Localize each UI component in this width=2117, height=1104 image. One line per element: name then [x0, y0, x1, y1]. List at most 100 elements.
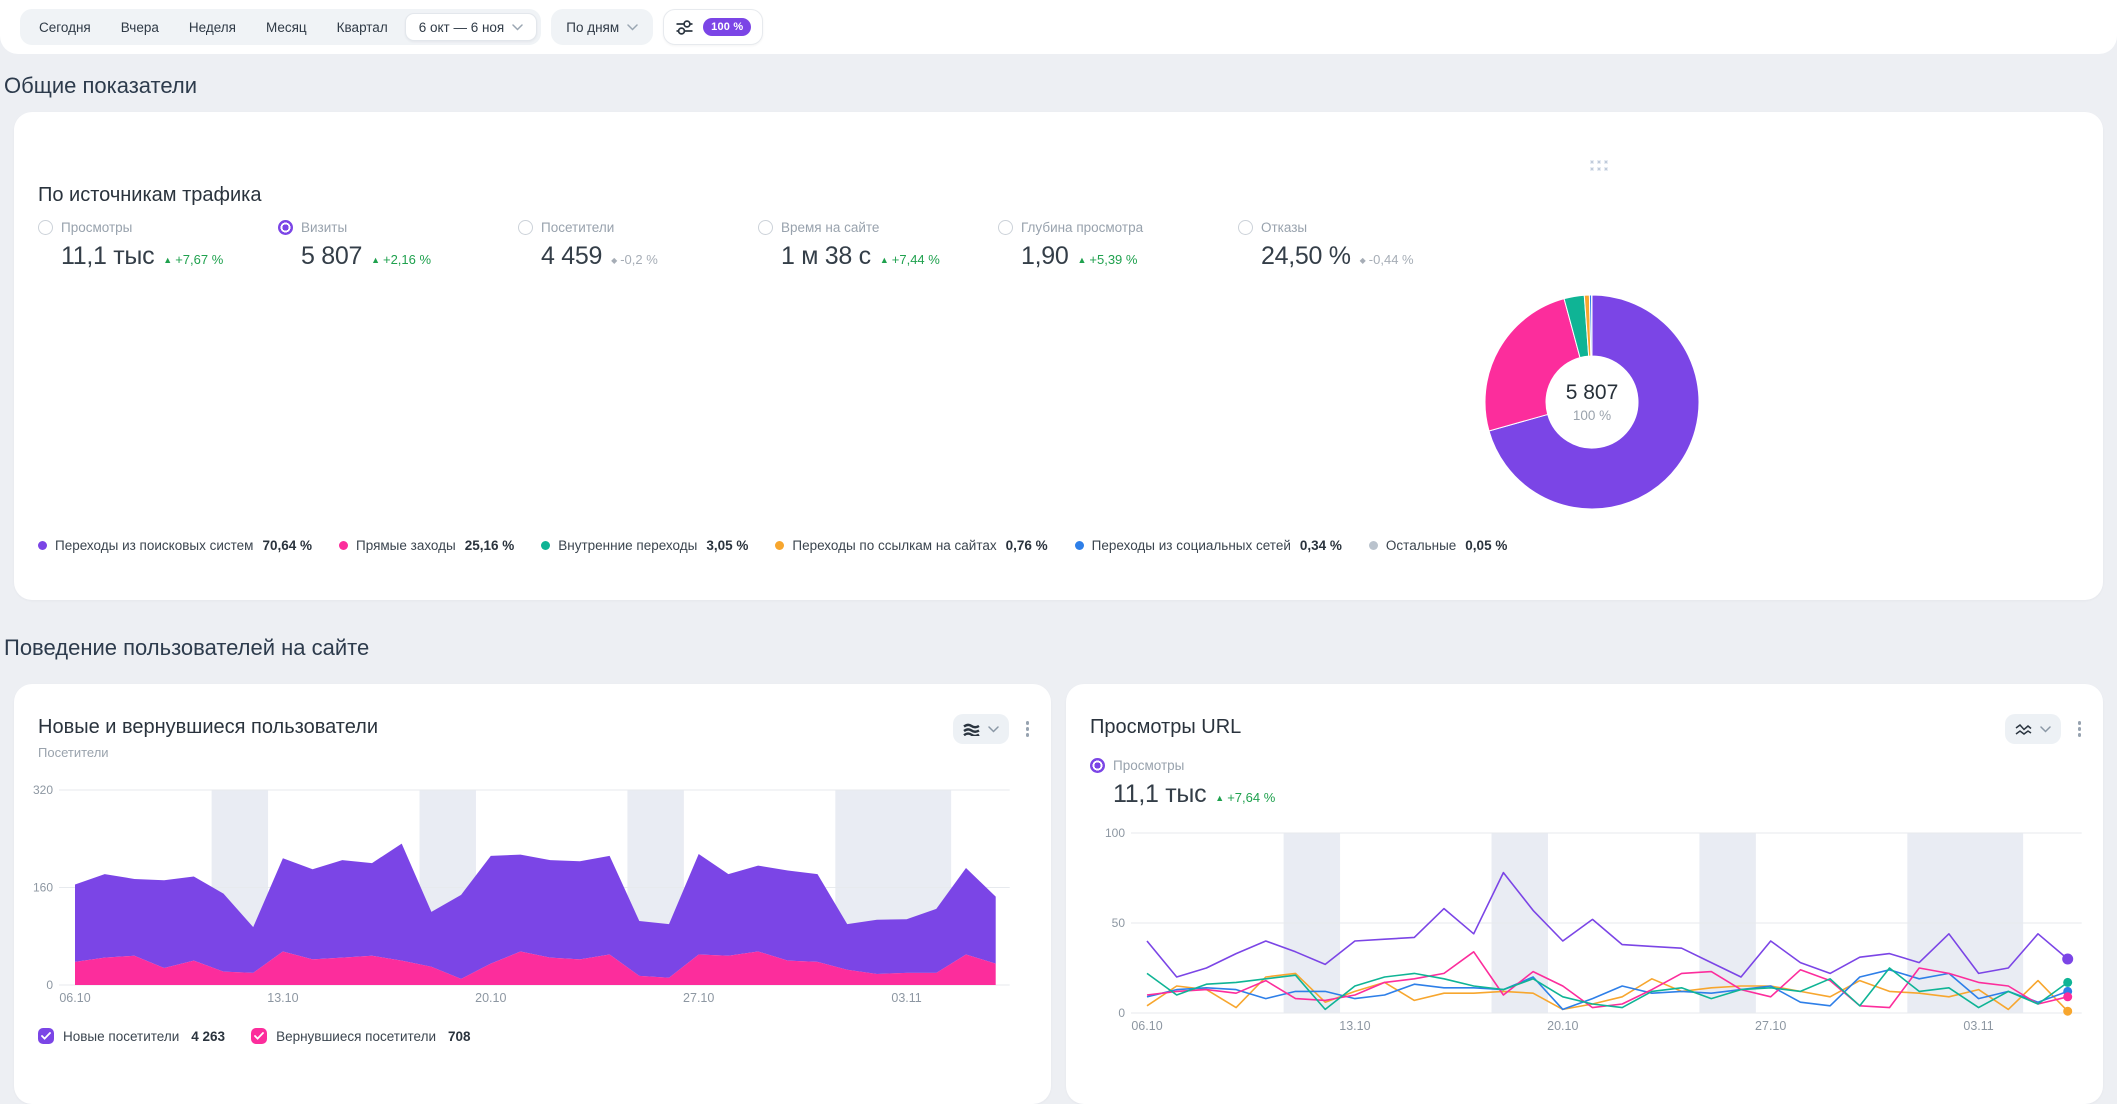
radio-icon[interactable]: [278, 220, 293, 235]
radio-icon[interactable]: [758, 220, 773, 235]
metric-selector-row: Просмотры 11,1 тыс+7,67 % Визиты 5 807+2…: [38, 220, 1478, 271]
widget-menu-button[interactable]: [2074, 716, 2086, 742]
svg-text:06.10: 06.10: [1131, 1019, 1162, 1033]
metric-visits[interactable]: Визиты 5 807+2,16 %: [278, 220, 518, 271]
metric-value: 4 459: [541, 242, 603, 270]
chevron-down-icon: [512, 23, 523, 31]
svg-text:13.10: 13.10: [267, 991, 298, 1005]
chart-subtitle: Посетители: [38, 745, 109, 760]
section-title-general: Общие показатели: [4, 73, 197, 98]
widget-title: Новые и вернувшиеся пользователи: [38, 716, 379, 738]
metric-delta: +2,16 %: [371, 252, 431, 267]
legend-dot-icon: [1074, 541, 1084, 550]
granularity-button[interactable]: По дням: [551, 9, 654, 45]
period-week-button[interactable]: Неделя: [174, 13, 251, 41]
traffic-legend: Переходы из поисковых систем 70,64 % Прям…: [38, 538, 1507, 553]
radio-icon[interactable]: [518, 220, 533, 235]
legend-dot-icon: [339, 541, 349, 550]
checkbox-checked-icon[interactable]: [38, 1028, 54, 1044]
metric-views-url[interactable]: Просмотры 11,1 тыс+7,64 %: [1090, 758, 1275, 809]
line-chart-icon: [2015, 723, 2031, 735]
users-area-chart[interactable]: 0 160 320 06.10 13.10 20.10 27.10 03.11: [14, 784, 1047, 1016]
traffic-sources-widget: По источникам трафика Просмотры 11,1 тыс…: [14, 112, 2103, 600]
section-title-behavior: Поведение пользователей на сайте: [4, 635, 370, 660]
metric-value: 24,50 %: [1261, 242, 1351, 270]
svg-text:27.10: 27.10: [1755, 1019, 1786, 1033]
period-quarter-button[interactable]: Квартал: [322, 13, 403, 41]
legend-item-new-visitors[interactable]: Новые посетители 4 263: [38, 1028, 225, 1044]
svg-text:160: 160: [33, 881, 53, 895]
trend-neutral-icon: [1360, 252, 1369, 267]
metric-time-on-site[interactable]: Время на сайте 1 м 38 с+7,44 %: [758, 220, 998, 271]
metric-delta: +7,64 %: [1215, 790, 1275, 805]
new-returning-users-widget: Новые и вернувшиеся пользователи Посетит…: [14, 684, 1051, 1104]
toolbar: Сегодня Вчера Неделя Месяц Квартал 6 окт…: [0, 0, 2117, 54]
sampling-badge: 100 %: [703, 18, 752, 36]
legend-dot-icon: [38, 541, 47, 550]
svg-text:03.11: 03.11: [891, 991, 921, 1005]
trend-up-icon: [1077, 252, 1089, 267]
metric-delta: +7,67 %: [163, 252, 223, 267]
chart-type-button[interactable]: [952, 714, 1009, 744]
metric-page-depth[interactable]: Глубина просмотра 1,90+5,39 %: [998, 220, 1238, 271]
legend-dot-icon: [541, 541, 551, 550]
metric-value: 11,1 тыс: [1113, 780, 1207, 808]
metric-views[interactable]: Просмотры 11,1 тыс+7,67 %: [38, 220, 278, 271]
legend-item-internal[interactable]: Внутренние переходы 3,05 %: [541, 538, 748, 553]
metric-value: 5 807: [301, 242, 363, 270]
svg-text:0: 0: [46, 978, 53, 992]
legend-item-returning-visitors[interactable]: Вернувшиеся посетители 708: [251, 1028, 471, 1044]
svg-text:100: 100: [1105, 826, 1125, 840]
period-today-button[interactable]: Сегодня: [24, 13, 106, 41]
sampling-settings-button[interactable]: 100 %: [663, 9, 764, 45]
svg-text:50: 50: [1112, 916, 1126, 930]
radio-icon[interactable]: [998, 220, 1013, 235]
trend-up-icon: [371, 252, 383, 267]
metric-delta: -0,44 %: [1360, 252, 1414, 267]
svg-text:0: 0: [1118, 1006, 1125, 1020]
svg-text:03.11: 03.11: [1963, 1019, 1993, 1033]
svg-text:06.10: 06.10: [59, 991, 90, 1005]
chevron-down-icon: [627, 23, 638, 31]
date-range-button[interactable]: 6 окт — 6 ноя: [404, 13, 538, 41]
svg-text:13.10: 13.10: [1339, 1019, 1370, 1033]
period-month-button[interactable]: Месяц: [251, 13, 322, 41]
area-chart-icon: [962, 723, 980, 736]
metric-visitors[interactable]: Посетители 4 459-0,2 %: [518, 220, 758, 271]
radio-icon[interactable]: [1238, 220, 1253, 235]
widget-title: Просмотры URL: [1090, 716, 1242, 738]
legend-dot-icon: [1368, 541, 1378, 550]
radio-icon[interactable]: [1090, 758, 1105, 773]
date-range-label: 6 окт — 6 ноя: [418, 19, 505, 35]
period-yesterday-button[interactable]: Вчера: [106, 13, 174, 41]
checkbox-checked-icon[interactable]: [251, 1028, 268, 1044]
radio-icon[interactable]: [38, 220, 53, 235]
trend-up-icon: [1215, 790, 1227, 805]
metric-bounce-rate[interactable]: Отказы 24,50 %-0,44 %: [1238, 220, 1478, 271]
metric-delta: +5,39 %: [1077, 252, 1137, 267]
period-selector: Сегодня Вчера Неделя Месяц Квартал 6 окт…: [20, 9, 542, 45]
svg-text:20.10: 20.10: [475, 991, 506, 1005]
drag-handle-icon[interactable]: [1584, 156, 1614, 174]
legend-item-site-links[interactable]: Переходы по ссылкам на сайтах 0,76 %: [775, 538, 1048, 553]
chart-type-button[interactable]: [2004, 714, 2061, 744]
traffic-donut-chart[interactable]: [1477, 287, 1707, 517]
trend-up-icon: [163, 252, 175, 267]
widget-menu-button[interactable]: [1022, 716, 1034, 742]
svg-text:20.10: 20.10: [1547, 1019, 1578, 1033]
legend-item-other[interactable]: Остальные 0,05 %: [1368, 538, 1507, 553]
legend-item-direct[interactable]: Прямые заходы 25,16 %: [339, 538, 514, 553]
trend-up-icon: [880, 252, 892, 267]
granularity-label: По дням: [566, 19, 620, 35]
metric-value: 1 м 38 с: [781, 242, 871, 270]
metric-delta: +7,44 %: [880, 252, 940, 267]
metric-value: 1,90: [1021, 242, 1069, 270]
url-views-widget: Просмотры URL Просмотры 11,1 тыс+7,64 % …: [1066, 684, 2103, 1104]
widget-title: По источникам трафика: [38, 184, 262, 206]
views-line-chart[interactable]: 0 50 100 06.10 13.10 20.10 27.10 03.11: [1066, 824, 2103, 1049]
chevron-down-icon: [2039, 725, 2051, 733]
legend-item-social[interactable]: Переходы из социальных сетей 0,34 %: [1074, 538, 1342, 553]
users-legend: Новые посетители 4 263 Вернувшиеся посети…: [38, 1028, 471, 1044]
legend-item-search[interactable]: Переходы из поисковых систем 70,64 %: [38, 538, 312, 553]
metric-delta: -0,2 %: [611, 252, 658, 267]
